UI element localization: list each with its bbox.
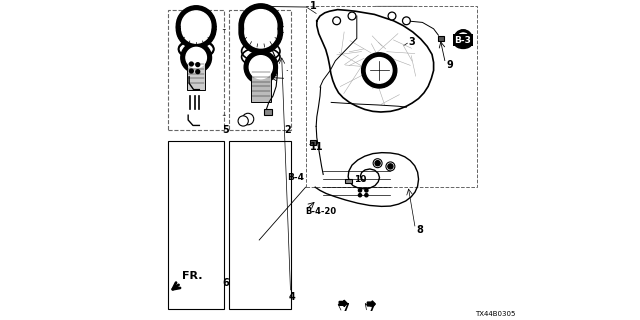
Text: 2: 2 [284,124,291,135]
Text: B-3: B-3 [454,36,471,45]
Circle shape [389,13,394,19]
Text: 1: 1 [310,1,316,12]
Circle shape [348,12,356,20]
Circle shape [182,11,211,40]
Text: 11: 11 [310,141,323,152]
Bar [229,10,291,130]
Circle shape [189,69,193,73]
Circle shape [181,42,211,73]
Text: FR.: FR. [182,271,203,281]
Circle shape [403,17,410,25]
Circle shape [182,14,211,43]
Text: 8: 8 [416,225,423,236]
Circle shape [244,10,277,42]
Circle shape [454,30,472,48]
Circle shape [365,189,368,192]
Circle shape [458,33,469,44]
Text: 5: 5 [223,124,229,135]
Circle shape [196,70,200,74]
Text: 9: 9 [447,60,453,70]
Circle shape [176,9,216,49]
Circle shape [244,16,277,48]
Circle shape [189,62,193,66]
Circle shape [375,161,380,166]
Circle shape [404,18,409,23]
Bar [168,141,224,309]
Bar [168,10,224,130]
Circle shape [196,63,200,67]
Bar [345,179,352,183]
Bar [453,34,473,46]
Circle shape [367,58,392,83]
Text: B-4-20: B-4-20 [306,207,337,216]
Circle shape [365,194,368,197]
Bar [229,141,291,309]
Circle shape [349,13,355,19]
Circle shape [334,18,339,23]
Circle shape [388,12,396,20]
Text: 6: 6 [223,278,229,288]
Circle shape [244,51,278,84]
Circle shape [358,194,362,197]
Bar [306,6,477,187]
Bar [438,36,444,41]
Circle shape [386,162,395,171]
Circle shape [362,53,397,88]
Circle shape [238,116,248,126]
Text: 3: 3 [408,36,415,47]
FancyArrow shape [367,301,375,307]
Circle shape [388,164,393,169]
Text: 4: 4 [289,292,296,302]
Circle shape [186,47,206,68]
Circle shape [176,6,216,45]
Circle shape [358,189,362,192]
Bar [264,109,272,115]
Circle shape [243,113,253,125]
Bar [375,6,412,78]
Text: 7: 7 [369,303,376,313]
Circle shape [250,56,273,79]
Circle shape [239,4,283,47]
Text: 7: 7 [342,303,349,313]
Text: 10: 10 [354,175,366,184]
Circle shape [373,159,382,168]
Text: TX44B0305: TX44B0305 [475,311,516,317]
Bar [187,58,205,90]
Text: B-4: B-4 [287,173,305,182]
Bar [251,67,271,102]
Circle shape [333,17,340,25]
FancyArrow shape [339,300,348,307]
Circle shape [239,10,283,54]
Bar [310,140,316,145]
